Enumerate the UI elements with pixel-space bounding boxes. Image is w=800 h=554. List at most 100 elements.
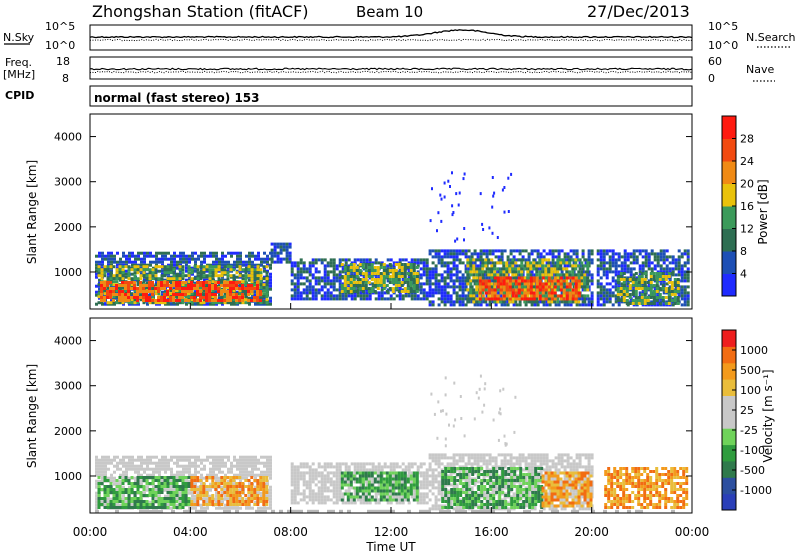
power-cell [479,249,483,253]
power-cell [410,261,414,265]
power-cell [419,261,423,265]
power-cell [172,281,175,284]
power-cell [482,249,486,253]
power-cell [314,279,318,283]
power-cell [236,275,239,279]
velocity-cell [128,464,131,468]
power-cell [238,301,242,305]
power-cell [574,291,578,295]
power-cell [500,249,504,253]
power-cell [580,294,584,298]
power-cell [288,251,292,255]
power-cell [305,285,309,289]
velocity-cell [137,473,140,477]
power-cell [475,300,479,304]
power-cell [647,252,651,256]
power-cell [500,303,504,307]
velocity-cell [188,464,191,468]
velocity-cell [176,497,179,501]
power-cell [265,274,269,278]
power-cell [484,291,488,295]
power-cell [590,252,594,256]
velocity-cell [98,467,101,471]
power-cell [680,267,684,271]
power-cell [518,252,522,256]
power-cell [487,279,491,283]
power-cell [406,266,410,269]
power-cell [502,276,506,280]
power-cell [649,272,653,275]
power-cell [626,264,630,268]
power-cell [577,258,581,262]
power-cell [538,273,542,277]
power-cell [95,290,98,294]
power-cell [481,276,485,280]
power-cell [614,270,618,274]
power-cell [146,251,149,255]
power-cell [440,288,444,292]
power-cell [259,274,263,278]
power-cell [502,294,506,298]
power-cell [199,277,203,281]
power-cell [259,277,263,281]
power-cell [233,251,236,255]
velocity-cell [230,506,233,510]
power-cell [382,281,386,284]
power-cell [196,284,199,287]
power-cell [398,261,402,265]
power-cell [437,211,440,215]
power-cell [143,260,146,264]
power-cell [415,266,419,269]
power-cell [631,278,635,281]
power-cell [563,255,567,259]
power-cell [139,281,142,284]
power-cell [361,290,365,293]
power-cell [416,258,420,262]
power-cell [580,282,584,286]
power-cell [137,251,140,255]
power-cell [611,291,615,295]
power-cell [514,276,518,280]
power-cell [466,288,470,292]
power-cell [148,290,151,293]
power-cell [110,260,113,264]
power-colorbar-tick-label: 12 [740,223,754,236]
power-cell [532,291,536,295]
power-cell [193,284,196,287]
velocity-cell [143,458,146,462]
power-cell [622,284,626,287]
power-cell [106,268,110,272]
power-cell [379,281,383,284]
power-cell [340,290,344,293]
nave-label: Nave [746,63,774,76]
power-cell [622,290,626,293]
power-cell [481,297,485,301]
power-cell [619,287,623,290]
power-cell [221,254,224,258]
velocity-cell [164,470,167,474]
power-cell [478,285,482,289]
power-cell [293,273,297,277]
velocity-cell [161,464,164,468]
power-cell [398,258,402,262]
power-cell [392,267,396,271]
power-cell [352,263,356,266]
power-cell [112,274,116,278]
power-cell [431,249,435,253]
power-cell [683,297,687,301]
power-cell [214,265,218,269]
power-cell [563,303,567,307]
velocity-cell [179,500,182,504]
power-cell [446,249,450,253]
power-colorbar-tick-label: 28 [740,133,754,146]
power-cell [223,287,226,290]
power-cell [620,285,624,289]
power-cell [638,252,642,256]
power-cell [638,249,642,253]
power-cell [631,299,635,302]
power-cell [602,300,606,304]
power-cell [635,261,639,265]
power-cell [169,277,173,281]
power-cell [217,277,221,281]
power-cell [136,277,140,281]
